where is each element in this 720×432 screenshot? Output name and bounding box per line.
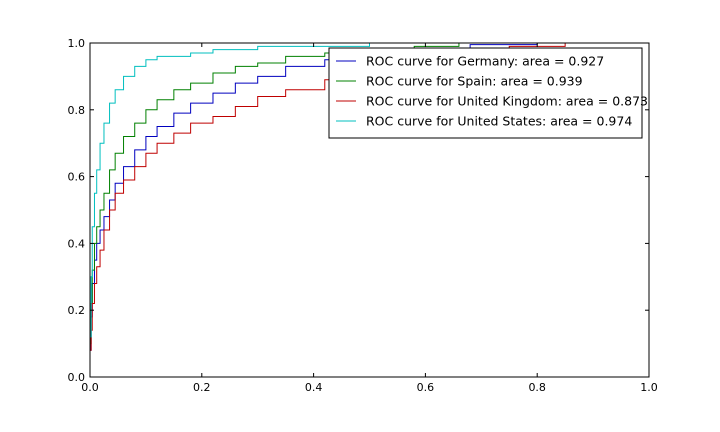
x-tick-label: 0.4: [305, 381, 323, 394]
ticks-layer: 0.0 0.2 0.4 0.6 0.8 1.0 0.0 0.2 0.4 0.6 0.8 1.0: [68, 37, 658, 394]
y-tick-label: 0.4: [68, 237, 86, 250]
x-tick-label: 0.6: [417, 381, 435, 394]
y-tick-label: 0.0: [68, 371, 86, 384]
legend-box: [328, 47, 643, 139]
plot-frame: [89, 42, 650, 378]
y-tick-label: 0.2: [68, 304, 86, 317]
legend-label: ROC curve for United States: area = 0.97…: [366, 114, 632, 129]
legend-label: ROC curve for Spain: area = 0.939: [366, 74, 583, 89]
roc-curve-3: [90, 42, 610, 338]
legend-label: ROC curve for United Kingdom: area = 0.8…: [366, 94, 648, 109]
x-tick-label: 0.8: [528, 381, 546, 394]
y-tick-label: 1.0: [68, 37, 86, 50]
legend: ROC curve for Germany: area = 0.927 ROC c…: [328, 47, 648, 139]
y-tick-label: 0.6: [68, 171, 86, 184]
y-tick-label: 0.8: [68, 104, 86, 117]
x-tick-label: 1.0: [640, 381, 658, 394]
x-tick-label: 0.2: [193, 381, 211, 394]
legend-label: ROC curve for Germany: area = 0.927: [366, 54, 604, 69]
x-tick-label: 0.0: [81, 381, 99, 394]
